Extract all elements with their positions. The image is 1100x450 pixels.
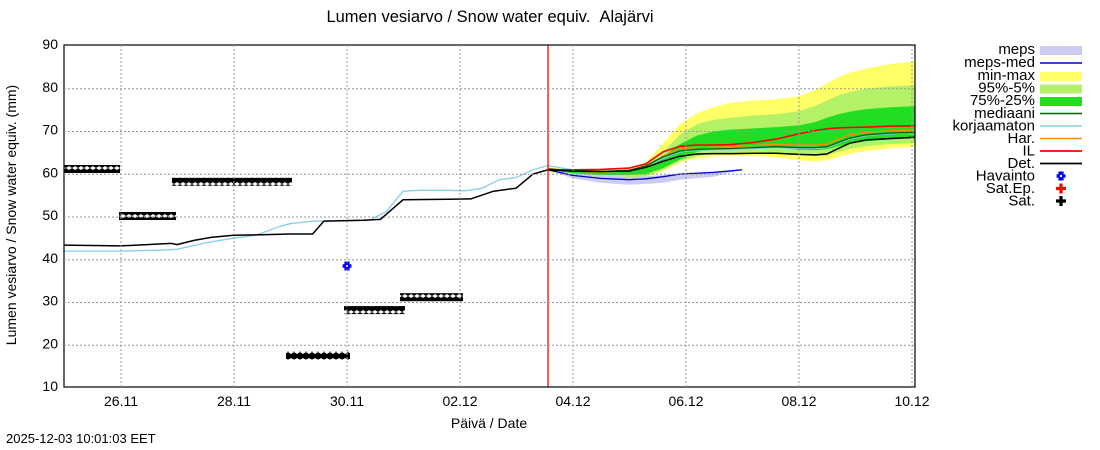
svg-text:20: 20: [42, 335, 58, 351]
svg-text:40: 40: [42, 250, 58, 266]
svg-text:Päivä / Date: Päivä / Date: [451, 415, 527, 431]
svg-text:02.12: 02.12: [442, 393, 477, 409]
svg-text:Sat.: Sat.: [1008, 193, 1035, 210]
svg-text:04.12: 04.12: [555, 393, 590, 409]
svg-text:08.12: 08.12: [781, 393, 816, 409]
svg-text:50: 50: [42, 207, 58, 223]
svg-text:70: 70: [42, 122, 58, 138]
svg-text:26.11: 26.11: [104, 393, 138, 409]
svg-text:10.12: 10.12: [894, 393, 929, 409]
svg-text:30.11: 30.11: [330, 393, 364, 409]
svg-text:Lumen vesiarvo / Snow water eq: Lumen vesiarvo / Snow water equiv. Alajä…: [326, 8, 653, 26]
svg-text:28.11: 28.11: [217, 393, 251, 409]
svg-text:2025-12-03 10:01:03 EET: 2025-12-03 10:01:03 EET: [6, 431, 156, 446]
svg-text:10: 10: [42, 378, 58, 394]
svg-text:90: 90: [42, 36, 58, 52]
svg-text:Lumen vesiarvo / Snow water eq: Lumen vesiarvo / Snow water equiv. (mm): [3, 85, 19, 345]
svg-text:60: 60: [42, 164, 58, 180]
svg-text:30: 30: [42, 293, 58, 309]
svg-text:80: 80: [42, 79, 58, 95]
svg-text:06.12: 06.12: [668, 393, 703, 409]
